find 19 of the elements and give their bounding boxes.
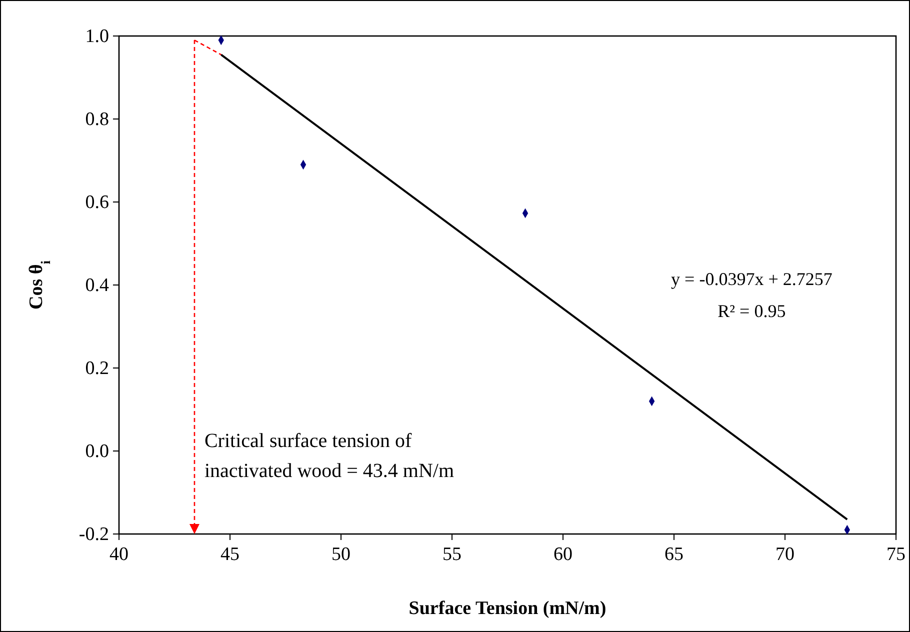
x-tick-label: 45 bbox=[220, 544, 240, 565]
y-tick-label: 1.0 bbox=[85, 26, 109, 47]
y-tick-label: 0.6 bbox=[85, 192, 109, 213]
y-tick-label: 0.4 bbox=[85, 275, 110, 296]
x-tick-label: 40 bbox=[110, 544, 128, 565]
annotation: Critical surface tension of inactivated wood = 43.4 mN/m bbox=[204, 430, 454, 482]
x-tick-label: 60 bbox=[554, 544, 572, 565]
y-tick-label: 0.8 bbox=[85, 109, 109, 130]
annotation: R² = 0.95 bbox=[718, 301, 786, 321]
x-tick-label: 70 bbox=[776, 544, 794, 565]
x-tick-label: 65 bbox=[664, 544, 684, 565]
x-axis-title: Surface Tension (mN/m) bbox=[408, 598, 606, 619]
y-tick-label: 0.0 bbox=[85, 441, 109, 462]
x-tick-label: 55 bbox=[442, 544, 462, 565]
y-tick-label: -0.2 bbox=[78, 524, 109, 545]
y-tick-label: 0.2 bbox=[85, 358, 109, 379]
x-tick-label: 50 bbox=[332, 544, 350, 565]
x-tick-label: 75 bbox=[886, 544, 906, 565]
annotation: y = -0.0397x + 2.7257 bbox=[671, 269, 832, 289]
